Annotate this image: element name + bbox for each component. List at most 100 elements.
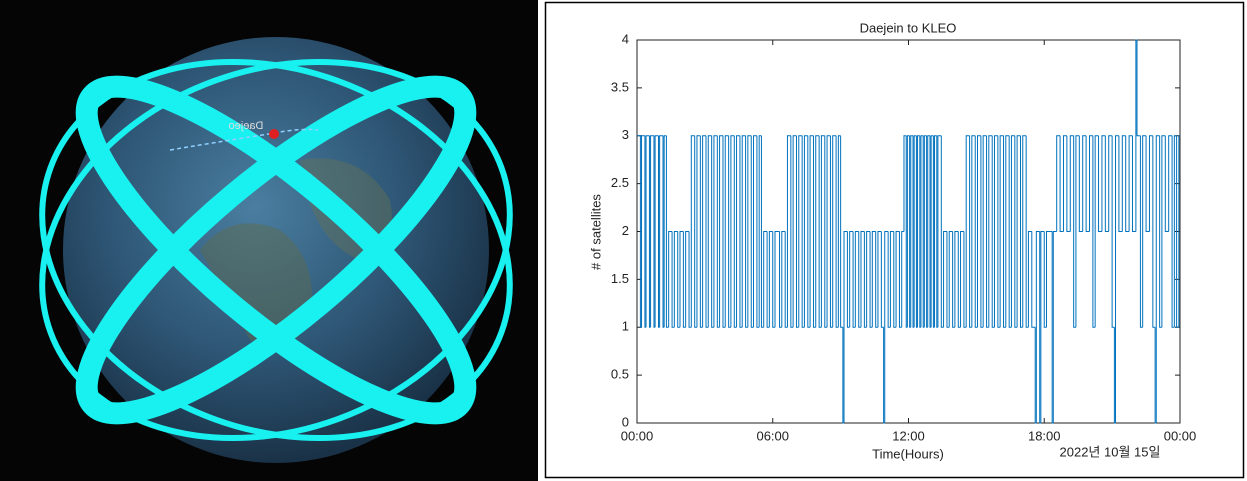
- step: [779, 231, 782, 328]
- step: [1066, 135, 1071, 232]
- step: [815, 135, 820, 328]
- step: [1022, 135, 1027, 328]
- step: [832, 135, 837, 328]
- y-tick-label: 3.5: [611, 79, 629, 94]
- step: [690, 135, 695, 328]
- step-line: [637, 39, 1180, 424]
- step: [1176, 135, 1179, 328]
- step: [1173, 135, 1177, 328]
- x-axis-label: Time(Hours): [872, 446, 944, 461]
- step: [809, 135, 814, 328]
- step: [699, 135, 703, 328]
- step: [768, 231, 773, 328]
- step: [1101, 135, 1106, 232]
- step: [1092, 135, 1096, 328]
- step: [641, 135, 645, 328]
- step: [696, 135, 701, 328]
- y-tick-label: 2.5: [611, 175, 629, 190]
- step: [1108, 135, 1113, 232]
- step: [927, 135, 930, 328]
- step: [677, 231, 680, 328]
- step: [974, 135, 978, 328]
- step: [1128, 135, 1133, 232]
- step: [988, 135, 993, 328]
- step: [843, 231, 848, 423]
- step: [852, 231, 856, 328]
- step: [750, 135, 754, 328]
- ground-station: [269, 129, 279, 139]
- step: [1155, 135, 1160, 423]
- step: [957, 231, 961, 328]
- step: [866, 231, 871, 328]
- date-label: 2022년 10월 15일: [1060, 444, 1161, 459]
- step: [711, 135, 714, 328]
- step: [877, 231, 882, 328]
- step: [772, 231, 776, 328]
- station-label: Daejeo: [229, 120, 264, 132]
- step: [1043, 231, 1047, 328]
- step: [824, 135, 828, 328]
- step: [724, 135, 729, 328]
- step: [671, 231, 675, 328]
- step: [688, 231, 692, 328]
- step: [993, 135, 998, 328]
- step: [893, 231, 897, 328]
- step: [685, 231, 690, 328]
- step: [1046, 231, 1053, 328]
- step: [820, 135, 825, 328]
- step: [917, 135, 920, 328]
- globe-panel: Daejeo: [0, 0, 538, 481]
- step: [1148, 135, 1153, 232]
- orbits: [39, 58, 513, 442]
- step: [790, 135, 794, 328]
- step: [1085, 135, 1090, 232]
- step: [741, 135, 746, 328]
- step: [906, 135, 910, 328]
- step: [940, 135, 944, 328]
- step: [1062, 135, 1067, 232]
- step: [1178, 135, 1180, 328]
- step: [1031, 231, 1036, 328]
- step: [854, 231, 859, 328]
- step: [781, 231, 786, 328]
- step: [913, 135, 917, 328]
- step: [982, 135, 987, 328]
- step: [705, 135, 709, 328]
- step: [991, 135, 995, 328]
- step: [1014, 135, 1018, 328]
- step: [1025, 135, 1029, 328]
- step: [923, 135, 927, 328]
- step: [849, 231, 854, 328]
- step: [659, 135, 664, 328]
- step: [792, 135, 797, 328]
- y-tick-label: 2: [622, 223, 629, 238]
- step: [1121, 135, 1126, 232]
- step: [1059, 135, 1064, 232]
- step: [954, 231, 959, 328]
- y-tick-label: 4: [622, 31, 629, 46]
- step: [1164, 135, 1169, 232]
- step: [880, 231, 884, 328]
- step: [722, 135, 726, 328]
- step: [1003, 135, 1006, 328]
- step: [999, 135, 1004, 328]
- step: [1139, 135, 1143, 328]
- step: [1125, 135, 1130, 232]
- step: [1005, 135, 1010, 328]
- step: [1115, 135, 1119, 423]
- step: [796, 135, 799, 328]
- step: [895, 231, 900, 328]
- step: [946, 231, 950, 328]
- step: [963, 231, 967, 328]
- x-tick-label: 00:00: [1164, 428, 1197, 443]
- step: [871, 231, 876, 328]
- step: [884, 231, 889, 423]
- step: [920, 135, 924, 328]
- step: [869, 231, 873, 328]
- step: [650, 135, 654, 328]
- step: [860, 231, 865, 328]
- step: [719, 135, 723, 328]
- step: [1145, 135, 1150, 232]
- step: [835, 135, 839, 328]
- step: [756, 135, 760, 328]
